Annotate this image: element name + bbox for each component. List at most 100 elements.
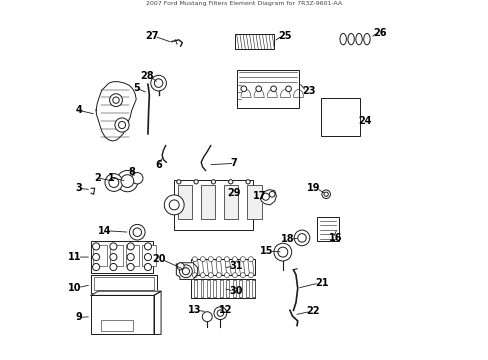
Polygon shape	[91, 291, 161, 296]
Circle shape	[216, 273, 221, 278]
Circle shape	[211, 180, 215, 184]
Text: 4: 4	[75, 105, 82, 115]
FancyBboxPatch shape	[190, 259, 255, 275]
Circle shape	[192, 257, 197, 262]
Circle shape	[216, 257, 221, 262]
Circle shape	[92, 264, 100, 271]
FancyBboxPatch shape	[245, 280, 248, 297]
Circle shape	[277, 247, 287, 257]
FancyBboxPatch shape	[232, 280, 235, 297]
FancyBboxPatch shape	[206, 280, 209, 297]
Text: 9: 9	[75, 312, 82, 323]
Circle shape	[248, 273, 253, 278]
Circle shape	[248, 257, 253, 262]
Circle shape	[144, 253, 151, 261]
FancyBboxPatch shape	[320, 98, 359, 136]
FancyBboxPatch shape	[91, 275, 157, 293]
FancyBboxPatch shape	[317, 217, 338, 242]
Text: 24: 24	[357, 116, 371, 126]
Polygon shape	[260, 190, 276, 205]
Text: 6: 6	[155, 160, 162, 170]
Polygon shape	[154, 291, 161, 334]
Circle shape	[241, 86, 246, 92]
FancyBboxPatch shape	[213, 280, 216, 297]
Text: 1: 1	[108, 172, 115, 183]
Text: 3: 3	[75, 183, 82, 193]
FancyBboxPatch shape	[142, 245, 156, 266]
FancyBboxPatch shape	[93, 245, 106, 266]
Circle shape	[118, 121, 125, 129]
Circle shape	[150, 75, 166, 91]
Circle shape	[240, 257, 245, 262]
Circle shape	[228, 180, 232, 184]
Text: 16: 16	[328, 233, 342, 243]
Text: 17: 17	[252, 191, 266, 201]
Circle shape	[217, 310, 223, 316]
Circle shape	[144, 264, 151, 271]
Circle shape	[192, 273, 197, 278]
Circle shape	[127, 243, 134, 250]
Circle shape	[270, 86, 276, 92]
FancyBboxPatch shape	[194, 280, 197, 297]
Text: 8: 8	[128, 167, 135, 177]
Text: 7: 7	[230, 158, 237, 168]
Circle shape	[110, 243, 117, 250]
Circle shape	[182, 268, 189, 275]
Text: 15: 15	[260, 246, 273, 256]
Circle shape	[194, 180, 198, 184]
Circle shape	[127, 253, 134, 261]
Ellipse shape	[355, 33, 362, 45]
FancyBboxPatch shape	[190, 279, 255, 298]
Circle shape	[321, 190, 330, 198]
Circle shape	[179, 265, 192, 278]
Circle shape	[232, 273, 237, 278]
Circle shape	[154, 79, 163, 87]
Circle shape	[92, 253, 100, 261]
Circle shape	[129, 224, 145, 240]
Ellipse shape	[347, 33, 354, 45]
Text: 20: 20	[152, 254, 165, 264]
Circle shape	[255, 86, 261, 92]
Circle shape	[131, 172, 142, 184]
Circle shape	[117, 170, 138, 192]
FancyBboxPatch shape	[247, 185, 261, 219]
Text: 25: 25	[278, 31, 291, 41]
FancyBboxPatch shape	[252, 280, 255, 297]
Circle shape	[92, 243, 100, 250]
Text: 13: 13	[187, 305, 201, 315]
FancyBboxPatch shape	[109, 245, 123, 266]
Circle shape	[214, 307, 226, 320]
Circle shape	[262, 193, 269, 200]
Circle shape	[127, 264, 134, 271]
Circle shape	[110, 264, 117, 271]
Text: 27: 27	[145, 31, 158, 41]
Text: 26: 26	[372, 28, 386, 38]
FancyBboxPatch shape	[226, 280, 229, 297]
Circle shape	[109, 177, 119, 188]
Circle shape	[240, 273, 245, 278]
Text: 2007 Ford Mustang Filters Element Diagram for 7R3Z-9601-AA: 2007 Ford Mustang Filters Element Diagra…	[146, 1, 342, 6]
Circle shape	[164, 195, 184, 215]
Circle shape	[200, 273, 205, 278]
Circle shape	[110, 253, 117, 261]
Text: 28: 28	[140, 71, 154, 81]
FancyBboxPatch shape	[91, 242, 153, 273]
Text: 29: 29	[227, 188, 241, 198]
Polygon shape	[91, 296, 154, 334]
Circle shape	[169, 200, 179, 210]
Circle shape	[245, 180, 250, 184]
Text: 21: 21	[314, 278, 327, 288]
Circle shape	[285, 86, 291, 92]
Text: 19: 19	[306, 183, 320, 193]
Polygon shape	[96, 82, 136, 141]
Ellipse shape	[363, 33, 369, 45]
Circle shape	[232, 257, 237, 262]
Circle shape	[224, 257, 229, 262]
FancyBboxPatch shape	[234, 35, 273, 49]
Circle shape	[105, 174, 122, 192]
FancyBboxPatch shape	[239, 280, 242, 297]
Circle shape	[273, 243, 291, 261]
Circle shape	[115, 118, 129, 132]
Circle shape	[294, 230, 309, 246]
Text: 31: 31	[229, 261, 243, 271]
